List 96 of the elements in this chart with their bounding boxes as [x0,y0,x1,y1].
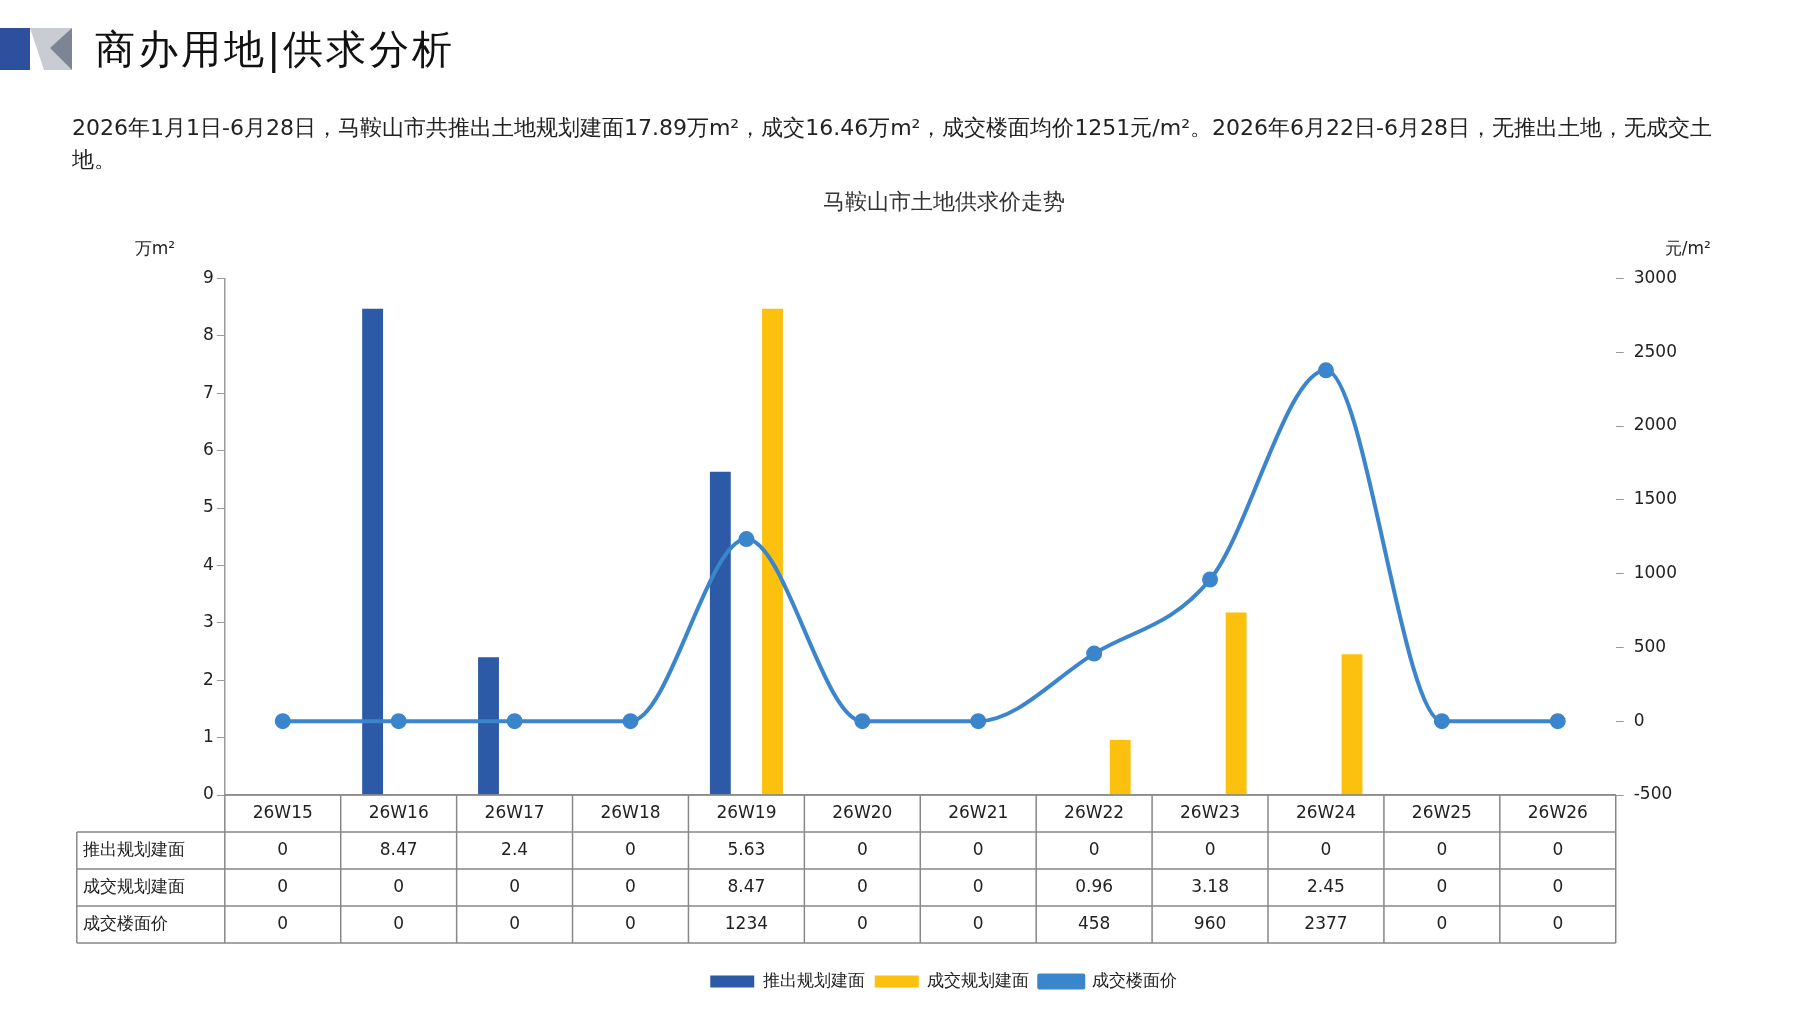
y-tick-label: 6 [202,439,214,460]
bar [762,308,783,795]
y-tick-label: 3 [202,611,214,632]
data-label: 2377 [1304,912,1348,933]
data-label: 0 [625,875,636,896]
y2-tick-label: 0 [1633,709,1645,730]
point [854,713,871,730]
x-tick-label: 26W19 [716,801,777,822]
data-label: 0 [972,838,984,859]
x-tick-label: 26W22 [1064,801,1125,822]
data-label: 960 [1193,912,1227,933]
data-label: 458 [1077,912,1111,933]
point [738,531,755,548]
point [970,713,987,730]
data-label: 0 [277,912,289,933]
y2-tick-label: 2500 [1633,340,1677,361]
data-label: 0 [625,838,636,859]
y-tick-label: 9 [202,266,214,287]
text: 成交规划建面 [82,875,185,896]
x-tick-label: 26W18 [600,801,661,822]
bar [709,471,731,795]
bar [362,308,384,795]
y2-axis-title: 元/m² [1664,238,1711,259]
y-tick-label: 5 [202,496,214,517]
point [622,713,639,730]
y2-tick-label: -500 [1633,783,1673,804]
y2-tick-label: 500 [1633,635,1667,656]
point [1549,713,1566,730]
data-label: 0 [509,912,521,933]
bar [478,657,499,795]
data-label: 0 [972,875,984,896]
point [1317,362,1334,379]
data-label: 8.47 [727,875,766,896]
data-label: 5.63 [727,838,766,859]
data-label: 0 [856,838,868,859]
y-tick-label: 4 [202,553,214,574]
y2-tick-label: 2000 [1633,414,1677,435]
y2-tick-label: 3000 [1633,266,1677,287]
data-label: 0 [1552,838,1564,859]
data-label: 0 [393,912,405,933]
data-label: 0 [1436,838,1448,859]
data-label: 1234 [724,912,769,933]
bar [1225,612,1247,795]
y2-tick-label: 1500 [1633,488,1677,509]
data-label: 8.47 [379,838,418,859]
point [1433,713,1450,730]
data-label: 0 [972,912,984,933]
data-label: 0 [509,875,521,896]
y-tick-label: 2 [202,668,214,689]
text: 商办用地|供求分析 [95,25,456,75]
text: 推出规划建面 [82,838,185,859]
data-label: 0 [1552,875,1564,896]
x-tick-label: 26W15 [252,801,313,822]
point [1086,645,1103,662]
data-label: 0 [1552,912,1564,933]
x-tick-label: 26W24 [1295,801,1356,822]
data-label: 0 [1436,875,1448,896]
data-label: 0 [277,838,289,859]
bar [1341,654,1363,795]
x-tick-label: 26W20 [832,801,893,822]
x-tick-label: 26W17 [484,801,545,822]
data-label: 0 [625,912,636,933]
bar [1109,739,1131,795]
y-axis-title: 万m² [134,238,175,259]
data-label: 0 [393,875,405,896]
data-label: 0 [1320,838,1332,859]
x-tick-label: 26W26 [1527,801,1588,822]
x-tick-label: 26W25 [1411,801,1472,822]
data-label: 0 [856,912,868,933]
text: 成交楼面价 [82,912,168,933]
y-tick-label: 0 [202,783,214,804]
data-label: 0 [1204,838,1216,859]
chart-title: 马鞍山市土地供求价走势 [822,188,1065,214]
y2-tick-label: 1000 [1633,562,1677,583]
point [274,713,291,730]
data-label: 0 [277,875,289,896]
y-tick-label: 8 [202,324,214,345]
point [1202,571,1219,588]
x-tick-label: 26W23 [1180,801,1241,822]
legend-label: 成交楼面价 [1091,969,1177,990]
data-label: 2.45 [1307,875,1345,896]
data-label: 0 [1088,838,1100,859]
legend-label: 推出规划建面 [762,969,865,990]
x-tick-label: 26W16 [368,801,429,822]
data-label: 3.18 [1191,875,1229,896]
point [390,713,407,730]
legend-label: 成交规划建面 [927,969,1030,990]
y-tick-label: 7 [202,381,214,402]
point [506,713,523,730]
data-label: 0 [856,875,868,896]
x-tick-label: 26W21 [948,801,1009,822]
y-tick-label: 1 [202,726,214,747]
data-label: 2.4 [501,838,529,859]
chart-subtitle: 2026年1月1日-6月28日，马鞍山市共推出土地规划建面17.89万m²，成交16.46万m²，成交楼面均价1251元/m²。2026年6月22日-6月28日，无推出土地，无成交土地。 [72,114,1713,174]
data-label: 0.96 [1075,875,1114,896]
data-label: 0 [1436,912,1448,933]
